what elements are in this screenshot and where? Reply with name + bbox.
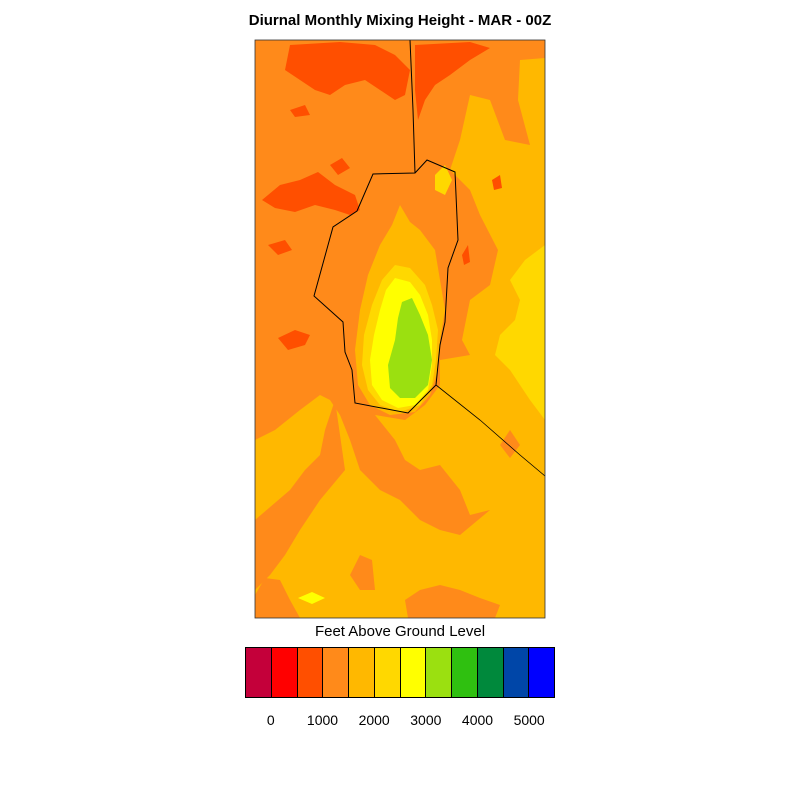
colorbar-swatch <box>246 648 272 697</box>
colorbar-title: Feet Above Ground Level <box>314 623 486 640</box>
colorbar-tick-label: 4000 <box>461 712 494 728</box>
boundary-lines <box>313 39 546 477</box>
contour-central-green <box>388 298 432 398</box>
colorbar-swatch <box>477 648 504 697</box>
colorbar-tick-labels: 0 1000 2000 3000 4000 5000 <box>0 712 800 732</box>
colorbar-tick-label: 5000 <box>513 712 545 728</box>
contour-deep-orange-bottom-right <box>405 585 500 618</box>
contour-red-orange-left-mid <box>268 240 292 255</box>
colorbar-swatch <box>323 648 349 697</box>
colorbar-swatch <box>529 648 554 697</box>
map-field <box>255 40 545 618</box>
colorbar-tick-label: 3000 <box>410 712 442 728</box>
contour-red-orange-top <box>285 42 410 100</box>
colorbar-swatch <box>452 648 478 697</box>
colorbar-swatch <box>374 648 401 697</box>
contour-red-orange-right-mid <box>462 245 470 265</box>
contour-red-orange-left-lower <box>278 330 310 350</box>
contour-yellow-spot-bottom <box>298 592 325 604</box>
contour-gold-center-spot <box>435 165 452 195</box>
chart-title: Diurnal Monthly Mixing Height - MAR - 00… <box>248 12 552 29</box>
colorbar-tick-label: 2000 <box>358 712 390 728</box>
contour-gold-right <box>495 245 545 420</box>
contour-deep-orange-lower-left <box>255 400 345 590</box>
colorbar-swatch <box>349 648 375 697</box>
contour-red-orange-small-1 <box>330 158 350 175</box>
state-boundary-north <box>409 39 416 174</box>
region-boundary-outline <box>313 159 459 414</box>
contour-red-orange-top-right <box>415 42 490 120</box>
colorbar-swatch <box>426 648 452 697</box>
contour-deep-orange-bottom-mid <box>350 555 375 590</box>
colorbar-swatch <box>400 648 427 697</box>
colorbar-swatch <box>503 648 530 697</box>
contour-red-orange-right-top <box>492 175 502 190</box>
colorbar-swatch <box>271 648 298 697</box>
colorbar-tick-label: 1000 <box>306 712 339 728</box>
state-boundary-southeast <box>435 384 546 477</box>
contour-red-orange-left-upper <box>262 172 360 215</box>
contour-deep-orange-bottom <box>255 578 300 618</box>
contour-red-orange-small-2 <box>290 105 310 117</box>
map-frame <box>254 39 546 619</box>
colorbar <box>245 647 555 698</box>
colorbar-swatch <box>297 648 324 697</box>
colorbar-tick-label: 0 <box>266 712 275 728</box>
